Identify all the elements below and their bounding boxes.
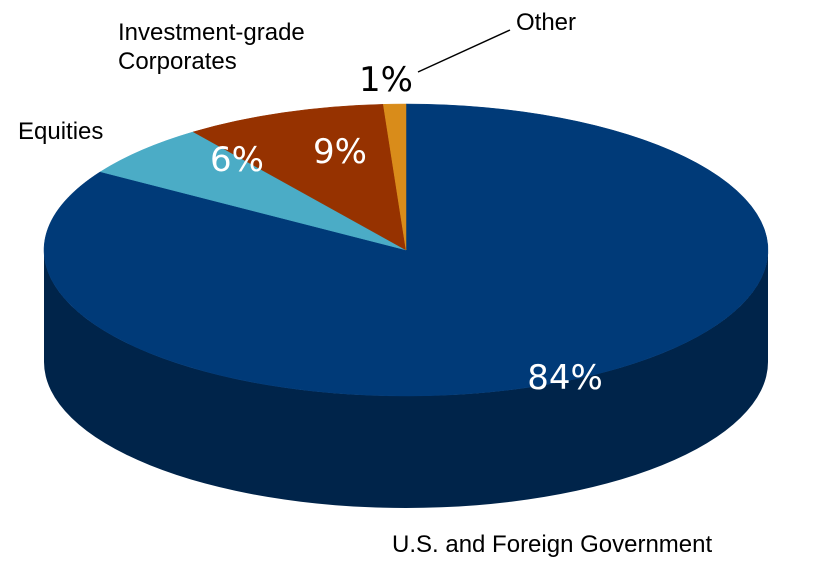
category-label: Investment-grade Corporates (118, 19, 305, 75)
value-label: 84% (527, 358, 603, 398)
slice-side (44, 250, 768, 508)
value-label: 6% (210, 140, 264, 180)
category-label: Other (516, 9, 577, 36)
slice (99, 131, 407, 251)
value-label: 9% (313, 132, 367, 172)
leader-line (417, 29, 511, 73)
value-label: 1% (359, 60, 413, 100)
category-label: U.S. and Foreign Government (392, 531, 713, 558)
slice (382, 103, 407, 251)
slice (192, 104, 407, 251)
category-label: Equities (18, 118, 104, 145)
